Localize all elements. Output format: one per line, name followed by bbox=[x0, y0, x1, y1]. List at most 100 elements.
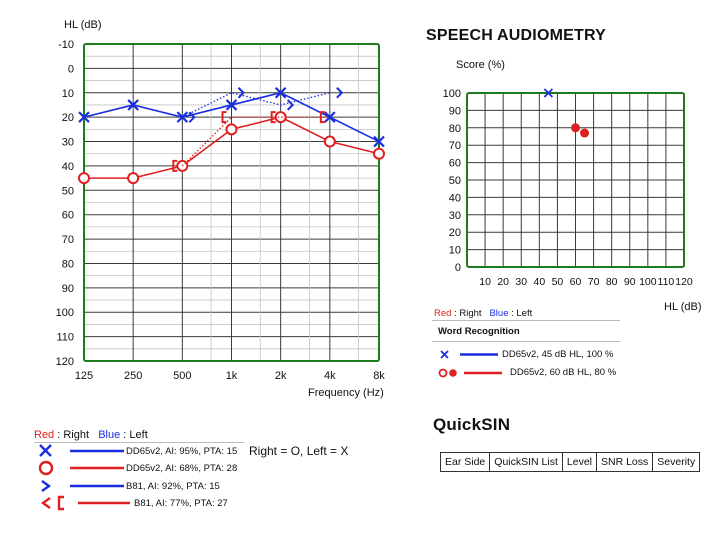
speech-x-tick-label: 120 bbox=[675, 276, 693, 288]
speech-x-tick-label: 10 bbox=[479, 276, 491, 288]
audiogram-y-tick-label: 50 bbox=[62, 185, 74, 197]
legend-left-label: : Left bbox=[120, 429, 148, 441]
speech-audiometry-title: SPEECH AUDIOMETRY bbox=[426, 27, 607, 44]
speech-legend-left-label: : Left bbox=[508, 308, 533, 319]
audiogram-point-bracket-left bbox=[172, 159, 178, 172]
ear-note: Right = O, Left = X bbox=[249, 444, 349, 458]
audiogram-point-bracket-left bbox=[221, 111, 227, 124]
speech-x-tick-label: 30 bbox=[515, 276, 527, 288]
audiogram-y-tick-label: 40 bbox=[62, 161, 74, 173]
audiogram-y-tick-label: 120 bbox=[56, 356, 74, 368]
speech-point-dot bbox=[580, 128, 590, 138]
speech-x-tick-label: 40 bbox=[533, 276, 545, 288]
speech-legend-divider-2 bbox=[432, 341, 620, 342]
speech-legend-o-icon bbox=[438, 368, 448, 378]
legend-blue-label: Blue bbox=[98, 429, 121, 441]
audiogram-point-bracket-right bbox=[237, 87, 245, 99]
speech-y-tick-label: 30 bbox=[449, 210, 461, 222]
legend-right-label: : Right bbox=[54, 429, 90, 441]
audiogram-point-bracket-left bbox=[270, 111, 276, 124]
speech-legend-blue-label: Blue bbox=[489, 308, 509, 319]
legend-o-icon bbox=[38, 460, 54, 476]
quicksin-col-level: Level bbox=[561, 452, 598, 472]
audiogram-point-o bbox=[127, 172, 140, 185]
speech-x-tick-label: 80 bbox=[606, 276, 618, 288]
legend-x-icon bbox=[39, 444, 52, 457]
audiogram-y-tick-label: 10 bbox=[62, 88, 74, 100]
quicksin-col-severity: Severity bbox=[652, 452, 701, 472]
audiogram-point-o bbox=[373, 147, 385, 160]
speech-x-tick-label: 60 bbox=[570, 276, 582, 288]
audiogram-x-tick-label: 4k bbox=[324, 370, 336, 382]
speech-legend-item-2: DD65v2, 60 dB HL, 80 % bbox=[510, 367, 617, 378]
speech-y-tick-label: 50 bbox=[449, 175, 461, 187]
legend-divider bbox=[34, 442, 244, 443]
audiogram-point-bracket-right bbox=[336, 87, 344, 99]
legend-bracket-left-icon bbox=[57, 495, 64, 511]
audiogram-x-tick-label: 125 bbox=[75, 370, 93, 382]
audiogram-point-o bbox=[323, 135, 336, 148]
quicksin-table: Ear Side QuickSIN List Level SNR Loss Se… bbox=[439, 452, 701, 472]
legend-item-4: B81, AI: 77%, PTA: 27 bbox=[134, 498, 228, 509]
audiogram-y-axis-label: HL (dB) bbox=[64, 19, 102, 31]
speech-legend-item-1: DD65v2, 45 dB HL, 100 % bbox=[502, 349, 614, 360]
speech-y-tick-label: 100 bbox=[443, 88, 461, 100]
speech-legend-right-label: : Right bbox=[451, 308, 482, 319]
speech-legend-red-label: Red bbox=[434, 308, 452, 319]
legend-red-label: Red bbox=[34, 429, 55, 441]
speech-y-tick-label: 40 bbox=[449, 192, 461, 204]
speech-point-dot bbox=[571, 123, 580, 133]
quicksin-col-list: QuickSIN List bbox=[489, 452, 563, 472]
quicksin-col-ear-side: Ear Side bbox=[439, 452, 491, 472]
speech-legend-x-icon bbox=[440, 350, 449, 359]
speech-x-tick-label: 70 bbox=[588, 276, 600, 288]
speech-legend-divider bbox=[432, 320, 620, 321]
speech-x-tick-label: 50 bbox=[552, 276, 564, 288]
quicksin-title: QuickSIN bbox=[433, 415, 511, 434]
speech-legend-header: Red : Right Blue : Left bbox=[434, 308, 532, 319]
audiogram-point-x bbox=[373, 135, 385, 148]
audiogram-point-x bbox=[78, 111, 90, 123]
audiogram-point-x bbox=[225, 99, 238, 111]
speech-x-axis-label: HL (dB) bbox=[664, 301, 702, 313]
quicksin-col-snr-loss: SNR Loss bbox=[595, 452, 654, 472]
audiogram-point-bracket-right bbox=[188, 111, 196, 123]
speech-y-tick-label: 0 bbox=[455, 262, 461, 274]
speech-x-tick-label: 90 bbox=[624, 276, 636, 288]
speech-legend-symbols bbox=[438, 350, 502, 378]
audiogram-y-tick-label: 30 bbox=[62, 137, 74, 149]
legend-item-1: DD65v2, AI: 95%, PTA: 15 bbox=[126, 446, 238, 457]
audiogram-point-o bbox=[225, 123, 238, 136]
speech-x-tick-label: 100 bbox=[639, 276, 657, 288]
speech-y-tick-label: 70 bbox=[449, 140, 461, 152]
legend-less-than-icon bbox=[40, 497, 51, 509]
audiogram-point-o bbox=[78, 172, 90, 185]
audiogram-y-tick-label: 80 bbox=[62, 258, 74, 270]
audiogram-y-tick-label: -10 bbox=[58, 39, 74, 51]
audiogram-x-tick-label: 250 bbox=[124, 370, 142, 382]
audiogram-y-tick-label: 70 bbox=[62, 234, 74, 246]
audiogram-point-x bbox=[127, 99, 139, 111]
speech-y-tick-label: 80 bbox=[449, 123, 461, 135]
audiogram-point-o bbox=[274, 111, 287, 124]
audiogram-point-x bbox=[274, 86, 287, 99]
audiogram-point-bracket-right bbox=[286, 99, 295, 111]
legend-item-3: B81, AI: 92%, PTA: 15 bbox=[126, 481, 220, 492]
speech-point-x bbox=[543, 88, 554, 98]
audiogram-border bbox=[83, 43, 380, 362]
audiogram-y-tick-label: 90 bbox=[62, 283, 74, 295]
audiogram-y-tick-label: 110 bbox=[56, 332, 74, 344]
speech-y-tick-label: 10 bbox=[449, 245, 461, 257]
audiogram-point-x bbox=[324, 111, 336, 123]
speech-border bbox=[466, 92, 685, 268]
quicksin-header-row: Ear Side QuickSIN List Level SNR Loss Se… bbox=[439, 452, 701, 472]
legend-bracket-right-icon bbox=[41, 480, 52, 492]
speech-y-tick-label: 20 bbox=[449, 227, 461, 239]
speech-y-tick-label: 60 bbox=[449, 158, 461, 170]
audiogram-y-tick-label: 60 bbox=[62, 210, 74, 222]
audiogram-x-tick-label: 8k bbox=[373, 370, 385, 382]
audiogram-legend-symbols bbox=[38, 444, 130, 511]
audiogram-x-tick-label: 500 bbox=[173, 370, 191, 382]
